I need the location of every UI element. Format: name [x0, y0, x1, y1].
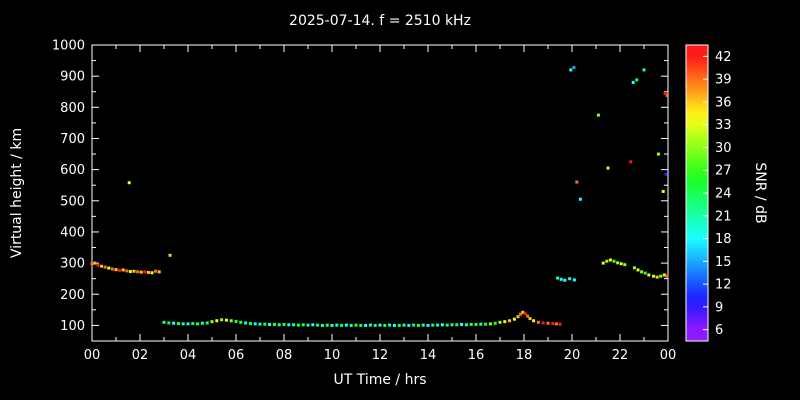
colorbar: 6 9 12 15 18 21 24 27 30 33 36 39 42	[685, 44, 732, 342]
svg-text:00: 00	[660, 348, 677, 363]
colorbar-ticks	[703, 55, 708, 331]
svg-text:24: 24	[715, 187, 732, 202]
svg-text:02: 02	[132, 348, 149, 363]
svg-text:6: 6	[715, 323, 723, 338]
y-tick-labels: 100 200 300 400 500 600 700 800 900 1000	[52, 39, 85, 334]
svg-text:18: 18	[715, 232, 732, 247]
svg-text:36: 36	[715, 95, 732, 110]
svg-text:42: 42	[715, 50, 732, 65]
svg-text:200: 200	[60, 288, 85, 303]
plot-border	[91, 44, 669, 342]
svg-text:08: 08	[276, 348, 293, 363]
svg-text:300: 300	[60, 257, 85, 272]
chart-title: 2025-07-14. f = 2510 kHz	[289, 13, 471, 29]
svg-text:600: 600	[60, 163, 85, 178]
axes: 00 02 04 06 08 10 12 14 16 18 20 22 00 100 200 300 400 50…	[52, 39, 732, 364]
svg-text:500: 500	[60, 194, 85, 209]
svg-text:16: 16	[468, 348, 485, 363]
svg-text:800: 800	[60, 101, 85, 116]
svg-text:1000: 1000	[52, 39, 85, 54]
svg-text:12: 12	[372, 348, 389, 363]
svg-text:400: 400	[60, 225, 85, 240]
svg-text:00: 00	[84, 348, 101, 363]
svg-text:06: 06	[228, 348, 245, 363]
svg-text:30: 30	[715, 141, 732, 156]
svg-text:20: 20	[564, 348, 581, 363]
x-tick-labels: 00 02 04 06 08 10 12 14 16 18 20 22 00	[84, 348, 677, 363]
svg-text:9: 9	[715, 300, 723, 315]
tick-marks	[91, 44, 669, 342]
svg-text:39: 39	[715, 73, 732, 88]
svg-text:15: 15	[715, 255, 732, 270]
scatter-points	[90, 65, 669, 327]
y-axis-label: Virtual height / km	[9, 127, 25, 259]
svg-text:18: 18	[516, 348, 533, 363]
svg-text:700: 700	[60, 132, 85, 147]
svg-text:21: 21	[715, 209, 732, 224]
svg-text:27: 27	[715, 164, 732, 179]
x-axis-label: UT Time / hrs	[333, 372, 427, 388]
colorbar-tick-labels: 6 9 12 15 18 21 24 27 30 33 36 39 42	[715, 50, 732, 338]
svg-text:04: 04	[180, 348, 197, 363]
svg-text:10: 10	[324, 348, 341, 363]
svg-text:14: 14	[420, 348, 437, 363]
svg-text:33: 33	[715, 118, 732, 133]
svg-text:12: 12	[715, 278, 732, 293]
svg-text:900: 900	[60, 70, 85, 85]
colorbar-label: SNR / dB	[752, 162, 768, 224]
svg-text:22: 22	[612, 348, 629, 363]
svg-text:100: 100	[60, 319, 85, 334]
